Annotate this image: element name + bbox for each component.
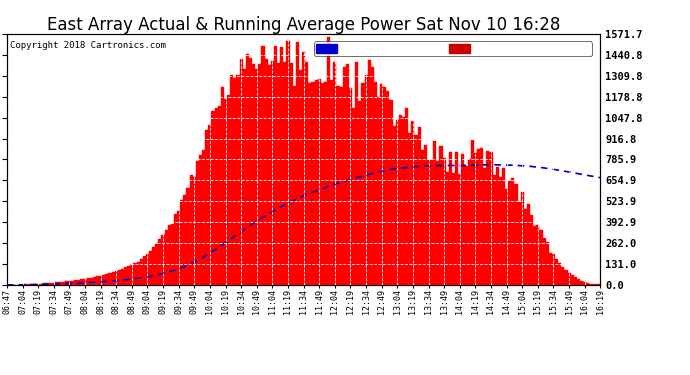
Title: East Array Actual & Running Average Power Sat Nov 10 16:28: East Array Actual & Running Average Powe…: [47, 16, 560, 34]
Text: Copyright 2018 Cartronics.com: Copyright 2018 Cartronics.com: [10, 41, 166, 50]
Legend: Average  (DC Watts), East Array  (DC Watts): Average (DC Watts), East Array (DC Watts…: [315, 42, 592, 56]
